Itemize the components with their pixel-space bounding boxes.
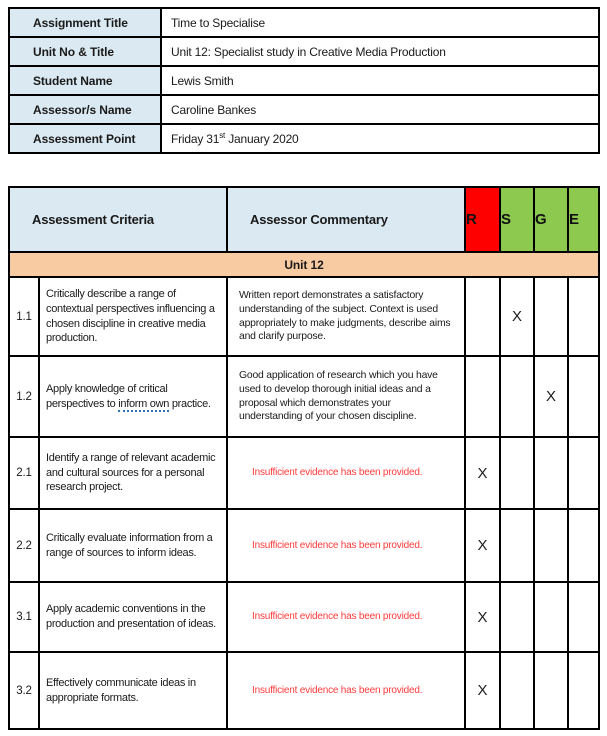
criteria-column-header: Assessment Criteria (8, 186, 228, 253)
info-row-assessor-name: Assessor/s Name Caroline Bankes (8, 94, 600, 125)
grade-column-header-g: G (533, 186, 569, 253)
info-row-assignment-title: Assignment Title Time to Specialise (8, 7, 600, 38)
mark-cell-g: X (533, 355, 569, 438)
date-text: Friday 31 (171, 132, 220, 146)
mark-cell-e (567, 436, 600, 510)
grade-column-header-s: S (499, 186, 535, 253)
mark-cell-s (499, 651, 535, 730)
criteria-row-1-2: 1.2 Apply knowledge of critical perspect… (8, 355, 600, 438)
assessor-commentary: Insufficient evidence has been provided. (226, 508, 466, 583)
info-label-assessor-name: Assessor/s Name (8, 94, 162, 125)
criterion-text: Apply knowledge of critical perspectives… (38, 355, 228, 438)
mark-cell-r: X (464, 651, 501, 730)
info-row-assessment-point: Assessment Point Friday 31st January 202… (8, 123, 600, 154)
criteria-row-3-1: 3.1 Apply academic conventions in the pr… (8, 581, 600, 653)
date-ordinal-suffix: st (219, 131, 226, 140)
mark-cell-r: X (464, 436, 501, 510)
mark-cell-g (533, 436, 569, 510)
mark-cell-g (533, 651, 569, 730)
mark-cell-s (499, 581, 535, 653)
criteria-row-3-2: 3.2 Effectively communicate ideas in app… (8, 651, 600, 730)
criterion-text: Critically evaluate information from a r… (38, 508, 228, 583)
mark-cell-s: X (499, 276, 535, 357)
mark-cell-r (464, 276, 501, 357)
assessor-commentary: Written report demonstrates a satisfacto… (226, 276, 466, 357)
mark-cell-g (533, 581, 569, 653)
criterion-number: 2.1 (8, 436, 40, 510)
mark-cell-e (567, 355, 600, 438)
mark-cell-e (567, 508, 600, 583)
criterion-number: 3.2 (8, 651, 40, 730)
criterion-number: 1.1 (8, 276, 40, 357)
mark-cell-s (499, 508, 535, 583)
mark-cell-r: X (464, 581, 501, 653)
criterion-number: 2.2 (8, 508, 40, 583)
unit-section-label: Unit 12 (8, 251, 600, 278)
mark-cell-r (464, 355, 501, 438)
assessor-commentary: Good application of research which you h… (226, 355, 466, 438)
info-row-student-name: Student Name Lewis Smith (8, 65, 600, 96)
criterion-text: Identify a range of relevant academic an… (38, 436, 228, 510)
unit-section-band: Unit 12 (8, 251, 600, 278)
assessor-commentary: Insufficient evidence has been provided. (226, 581, 466, 653)
mark-cell-e (567, 581, 600, 653)
info-value-assessment-point: Friday 31st January 2020 (160, 123, 600, 154)
info-value-assignment-title: Time to Specialise (160, 7, 600, 38)
info-value-student-name: Lewis Smith (160, 65, 600, 96)
mark-cell-e (567, 651, 600, 730)
criteria-row-2-1: 2.1 Identify a range of relevant academi… (8, 436, 600, 510)
assignment-info-table: Assignment Title Time to Specialise Unit… (8, 7, 600, 154)
info-label-unit-title: Unit No & Title (8, 36, 162, 67)
dotted-underline-text: inform own (118, 397, 170, 412)
info-label-student-name: Student Name (8, 65, 162, 96)
mark-cell-g (533, 508, 569, 583)
info-label-assessment-point: Assessment Point (8, 123, 162, 154)
table-header-row: Assessment Criteria Assessor Commentary … (8, 186, 600, 253)
info-value-assessor-name: Caroline Bankes (160, 94, 600, 125)
mark-cell-r: X (464, 508, 501, 583)
mark-cell-s (499, 436, 535, 510)
grade-column-header-r: R (464, 186, 501, 253)
criterion-text: Apply academic conventions in the produc… (38, 581, 228, 653)
assessor-commentary: Insufficient evidence has been provided. (226, 436, 466, 510)
commentary-column-header: Assessor Commentary (226, 186, 466, 253)
mark-cell-e (567, 276, 600, 357)
mark-cell-g (533, 276, 569, 357)
date-text-rest: January 2020 (225, 132, 299, 146)
grade-column-header-e: E (567, 186, 600, 253)
info-row-unit-title: Unit No & Title Unit 12: Specialist stud… (8, 36, 600, 67)
criterion-text: Effectively communicate ideas in appropr… (38, 651, 228, 730)
info-value-unit-title: Unit 12: Specialist study in Creative Me… (160, 36, 600, 67)
criteria-row-1-1: 1.1 Critically describe a range of conte… (8, 276, 600, 357)
assessment-criteria-table: Assessment Criteria Assessor Commentary … (8, 186, 600, 730)
criterion-number: 3.1 (8, 581, 40, 653)
info-label-assignment-title: Assignment Title (8, 7, 162, 38)
criterion-number: 1.2 (8, 355, 40, 438)
assessor-commentary: Insufficient evidence has been provided. (226, 651, 466, 730)
mark-cell-s (499, 355, 535, 438)
criterion-text: Critically describe a range of contextua… (38, 276, 228, 357)
criteria-row-2-2: 2.2 Critically evaluate information from… (8, 508, 600, 583)
